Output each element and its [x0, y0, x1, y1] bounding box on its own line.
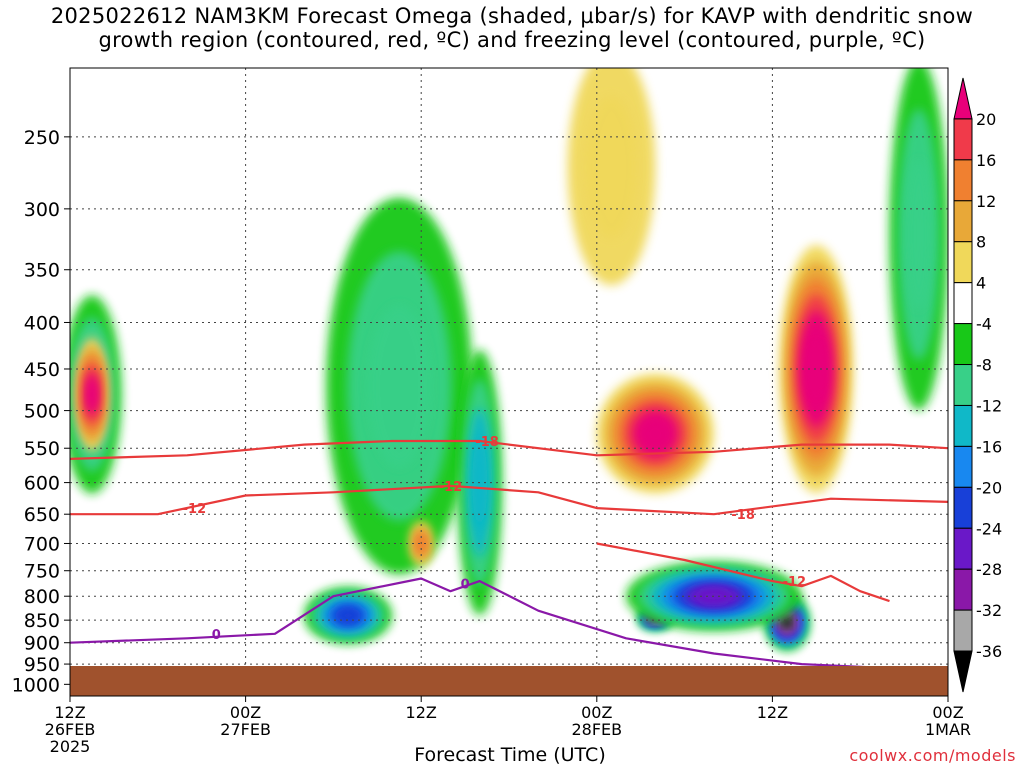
dendritic-contour [596, 542, 890, 603]
y-tick-label: 450 [24, 359, 60, 381]
omega-blob [326, 197, 473, 575]
colorbar-label: -8 [976, 356, 992, 375]
contour-label: -12 [183, 502, 207, 517]
colorbar-swatch [953, 404, 973, 447]
colorbar-label: -16 [976, 437, 1002, 456]
y-tick-label: 1000 [12, 674, 60, 696]
ground-band [70, 666, 948, 696]
y-tick-label: 500 [24, 401, 60, 423]
freezing-level-contour [70, 577, 866, 666]
colorbar-label: -32 [976, 601, 1002, 620]
omega-blob [74, 336, 110, 453]
colorbar-swatch [953, 118, 973, 161]
colorbar-label: -12 [976, 396, 1002, 415]
colorbar-label: -24 [976, 519, 1002, 538]
dendritic-contour [70, 439, 948, 460]
y-tick-label: 950 [24, 654, 60, 676]
colorbar-swatch [953, 568, 973, 611]
x-tick-label: 26FEB [45, 720, 96, 739]
colorbar-label: -28 [976, 560, 1002, 579]
x-tick-label: 12Z [757, 703, 788, 722]
colorbar-swatch [953, 527, 973, 570]
omega-blob [596, 373, 714, 494]
omega-level [906, 159, 932, 310]
plot-frame [69, 67, 949, 697]
contour-label: -18 [731, 508, 755, 523]
y-tick-label: 700 [24, 533, 60, 555]
omega-level [87, 381, 97, 408]
colorbar-label: 20 [976, 110, 996, 129]
colorbar-swatch [953, 159, 973, 202]
x-tick-label: 2025 [50, 737, 91, 756]
contour-labels: -18 -12 -12 -18 -12 0 0 [183, 435, 806, 643]
colorbar-label: 16 [976, 151, 996, 170]
colorbar-cap [953, 77, 973, 120]
x-tick-label: 28FEB [571, 720, 622, 739]
colorbar-label: 4 [976, 274, 986, 293]
contour-label: -12 [783, 575, 807, 590]
y-axis: 2503003504004505005506006507007508008509… [12, 127, 70, 696]
colorbar-label: -20 [976, 478, 1002, 497]
chart-title-line1: 2025022612 NAM3KM Forecast Omega (shaded… [50, 4, 974, 28]
colorbar-swatch [953, 200, 973, 243]
y-tick-label: 750 [24, 561, 60, 583]
contour-label: 0 [461, 578, 470, 593]
contour-label: -12 [439, 480, 463, 495]
y-tick-label: 300 [24, 199, 60, 221]
x-tick-label: 27FEB [220, 720, 271, 739]
y-tick-label: 550 [24, 438, 60, 460]
colorbar-swatch [953, 445, 973, 488]
colorbar-swatch [953, 323, 973, 366]
x-tick-label: 00Z [581, 703, 612, 722]
omega-blob [779, 245, 853, 493]
colorbar-swatch [953, 609, 973, 652]
omega-level [641, 419, 669, 448]
omega-level [337, 608, 359, 622]
colorbar-swatch [953, 282, 973, 325]
colorbar-swatch [953, 364, 973, 406]
contour-lines [70, 439, 948, 666]
contour-label: 0 [212, 628, 221, 643]
colorbar-swatch [953, 241, 973, 284]
colorbar-label: 12 [976, 192, 996, 211]
x-tick-label: 00Z [230, 703, 261, 722]
x-tick-label: 12Z [406, 703, 437, 722]
credit-link[interactable]: coolwx.com/models [849, 746, 1016, 765]
chart-title-line2: growth region (contoured, red, ºC) and f… [98, 28, 926, 52]
contour-label: -18 [475, 435, 499, 450]
y-tick-label: 250 [24, 127, 60, 149]
omega-blob [889, 68, 948, 410]
colorbar-label: -4 [976, 315, 992, 334]
chart-title: 2025022612 NAM3KM Forecast Omega (shaded… [0, 4, 1024, 52]
omega-level [367, 305, 431, 467]
x-tick-label: 00Z [932, 703, 963, 722]
x-tick-label: 12Z [54, 703, 85, 722]
omega-level [808, 344, 824, 394]
x-tick-label: 1MAR [925, 720, 971, 739]
dendritic-contour [70, 484, 948, 516]
x-axis-title: Forecast Time (UTC) [414, 744, 606, 766]
y-tick-label: 800 [24, 586, 60, 608]
colorbar-label: -36 [976, 642, 1002, 661]
colorbar-cap [953, 650, 973, 693]
omega-level [585, 96, 638, 238]
y-tick-label: 350 [24, 260, 60, 282]
y-tick-label: 600 [24, 473, 60, 495]
y-tick-label: 650 [24, 504, 60, 526]
omega-blob [567, 68, 656, 286]
y-tick-label: 850 [24, 610, 60, 632]
colorbar-label: 8 [976, 233, 986, 252]
colorbar-swatch [953, 486, 973, 529]
colorbar: 20 16 12 8 4 -4 -8 -12 -16 -20 -24 -28 -32 -36 [953, 77, 1002, 693]
y-tick-label: 400 [24, 312, 60, 334]
omega-shading [70, 68, 948, 651]
y-tick-label: 900 [24, 633, 60, 655]
